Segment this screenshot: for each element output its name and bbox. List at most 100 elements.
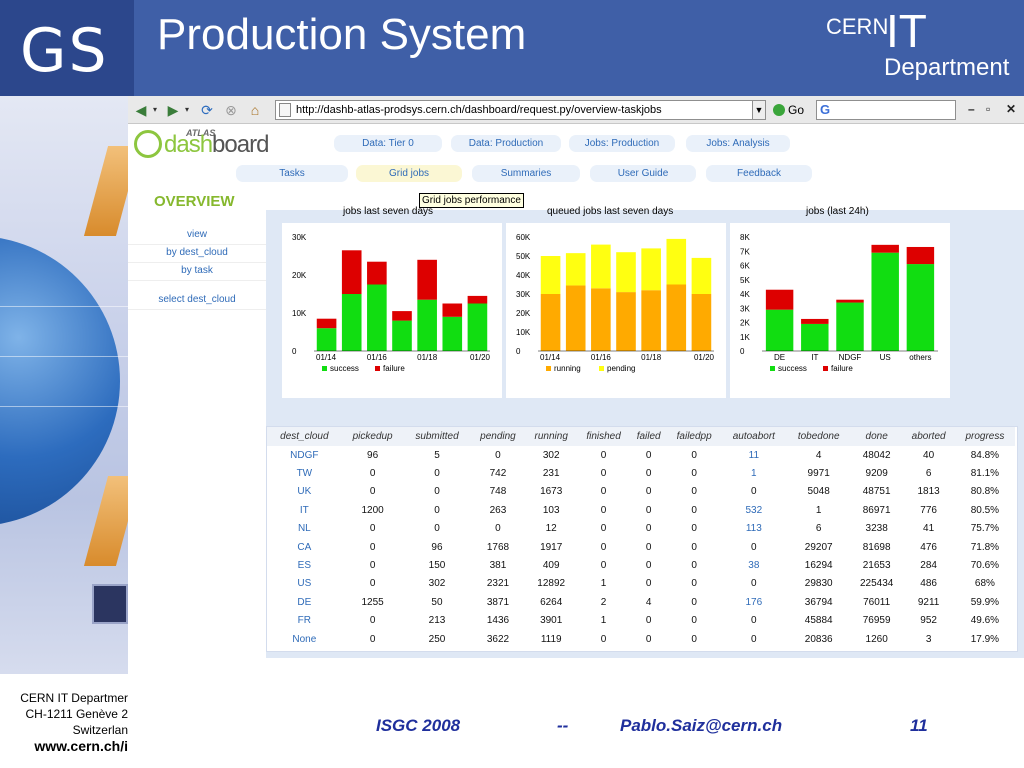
table-cell: 1768	[486, 541, 510, 553]
column-header[interactable]: finished	[576, 427, 631, 446]
table-cell[interactable]: 113	[745, 523, 762, 535]
sidebar-item-view[interactable]: view	[128, 226, 266, 245]
sidebar-item-by-task[interactable]: by task	[128, 262, 266, 281]
table-cell: 48751	[862, 486, 891, 498]
y-tick-label: 30K	[516, 290, 531, 299]
table-cell: 0	[751, 486, 757, 498]
dashboard-logo[interactable]: ATLAS dashboard	[134, 128, 310, 158]
table-row: FR 0 213 1436 3901 1 0 0 0 45884 76959 952 49.6%	[267, 612, 1015, 630]
table-cell: 0	[645, 523, 652, 535]
dest-cloud-link[interactable]: CA	[297, 541, 312, 553]
table-cell[interactable]: 11	[748, 449, 760, 461]
logo-atlas: ATLAS	[186, 128, 216, 138]
table-cell: 0	[645, 486, 652, 498]
column-header[interactable]: failed	[630, 427, 668, 446]
column-header[interactable]: done	[850, 427, 903, 446]
x-tick-label: 01/18	[641, 353, 662, 362]
tab-tasks[interactable]: Tasks	[236, 165, 348, 182]
tab-summaries[interactable]: Summaries	[472, 165, 580, 182]
dest-cloud-link[interactable]: ES	[297, 560, 312, 572]
chart-jobs-24h: 0 1K 2K 3K 4K 5K 6K 7K 8K DE IT NDGF US others success…	[730, 223, 950, 398]
menu-data-tier0[interactable]: Data: Tier 0	[334, 135, 442, 152]
forward-icon[interactable]: ▶	[167, 102, 179, 118]
menu-data-production[interactable]: Data: Production	[451, 135, 561, 152]
chart-jobs-seven-days: 0 10K 20K 30K 01/14 01/16 01/18 01/20 success fai…	[282, 223, 502, 398]
forward-dropdown-icon[interactable]: ▾	[184, 105, 189, 114]
table-cell: 1260	[865, 633, 888, 645]
dest-cloud-link[interactable]: FR	[297, 615, 312, 627]
back-icon[interactable]: ◀	[135, 102, 147, 118]
table-cell: 381	[489, 560, 507, 572]
restore-icon[interactable]: ▫	[986, 102, 991, 116]
dest-cloud-link[interactable]: IT	[299, 504, 309, 516]
dest-cloud-link[interactable]: DE	[297, 596, 312, 608]
table-cell[interactable]: 38	[748, 560, 760, 572]
table-cell: 0	[751, 578, 757, 590]
footer-address-line: CERN IT Departmer	[20, 691, 128, 705]
url-dropdown-icon[interactable]: ▼	[752, 100, 766, 120]
table-cell: 81698	[862, 541, 891, 553]
column-header[interactable]: dest_cloud	[267, 427, 342, 446]
column-header[interactable]: pickedup	[341, 427, 404, 446]
dest-cloud-link[interactable]: UK	[297, 486, 312, 498]
dest-cloud-link[interactable]: TW	[296, 468, 313, 480]
minimize-icon[interactable]: –	[968, 102, 975, 116]
column-header[interactable]: progress	[954, 427, 1015, 446]
menu-jobs-analysis[interactable]: Jobs: Analysis	[686, 135, 790, 152]
column-header[interactable]: pending	[470, 427, 526, 446]
tab-grid-jobs[interactable]: Grid jobs	[356, 165, 462, 182]
table-cell[interactable]: 1	[751, 468, 757, 480]
legend-swatch	[823, 366, 828, 371]
table-cell: 3238	[865, 523, 888, 535]
bar-failure	[836, 299, 864, 303]
table-cell: 80.5%	[970, 504, 1000, 516]
back-dropdown-icon[interactable]: ▾	[152, 105, 157, 114]
table-cell: 1	[600, 578, 607, 590]
go-icon	[773, 104, 785, 116]
tab-feedback[interactable]: Feedback	[706, 165, 812, 182]
footer-event: ISGC 2008	[376, 716, 461, 735]
bar-failure	[341, 250, 362, 294]
url-input[interactable]: http://dashb-atlas-prodsys.cern.ch/dashb…	[275, 100, 765, 120]
table-cell: 213	[428, 615, 446, 627]
go-label: Go	[788, 103, 805, 117]
chart-title: jobs last seven days	[343, 206, 434, 217]
table-cell: 0	[369, 633, 376, 645]
column-header[interactable]: autoabort	[721, 427, 787, 446]
table-cell: 12892	[537, 578, 566, 590]
search-input[interactable]: G	[816, 100, 956, 120]
table-cell: 48042	[862, 449, 891, 461]
sidebar-item-select-dest-cloud[interactable]: select dest_cloud	[128, 291, 266, 310]
table-cell: 6264	[540, 596, 563, 608]
dest-cloud-link[interactable]: NL	[297, 523, 311, 535]
table-cell: 4	[815, 449, 822, 461]
bar-failure	[417, 259, 437, 300]
table-cell[interactable]: 176	[745, 596, 763, 608]
menu-jobs-production[interactable]: Jobs: Production	[569, 135, 675, 152]
tab-user-guide[interactable]: User Guide	[590, 165, 696, 182]
stop-icon[interactable]: ⊗	[225, 102, 237, 118]
table-cell: 1673	[540, 486, 563, 498]
table-cell: 1200	[361, 504, 384, 516]
column-header[interactable]: aborted	[902, 427, 955, 446]
sidebar-item-by-dest-cloud[interactable]: by dest_cloud	[128, 244, 266, 263]
table-cell[interactable]: 532	[745, 504, 763, 516]
column-header[interactable]: submitted	[403, 427, 471, 446]
reload-icon[interactable]: ⟳	[201, 102, 213, 118]
dest-cloud-link[interactable]: None	[292, 633, 317, 645]
close-icon[interactable]: ✕	[1006, 102, 1017, 116]
bar-success	[906, 264, 935, 351]
column-header[interactable]: running	[525, 427, 577, 446]
go-button[interactable]: Go	[773, 101, 804, 119]
column-header[interactable]: failedpp	[667, 427, 722, 446]
column-header[interactable]: tobedone	[786, 427, 851, 446]
table-cell: 2	[600, 596, 607, 608]
dest-cloud-link[interactable]: US	[297, 578, 312, 590]
table-cell: 0	[369, 486, 376, 498]
home-icon[interactable]: ⌂	[250, 102, 260, 118]
y-tick-label: 1K	[740, 333, 750, 342]
cern-logo-text: CERN	[826, 14, 889, 39]
dest-cloud-link[interactable]: NDGF	[290, 449, 319, 461]
table-cell: 0	[369, 523, 376, 535]
table-cell: 49.6%	[970, 615, 1000, 627]
